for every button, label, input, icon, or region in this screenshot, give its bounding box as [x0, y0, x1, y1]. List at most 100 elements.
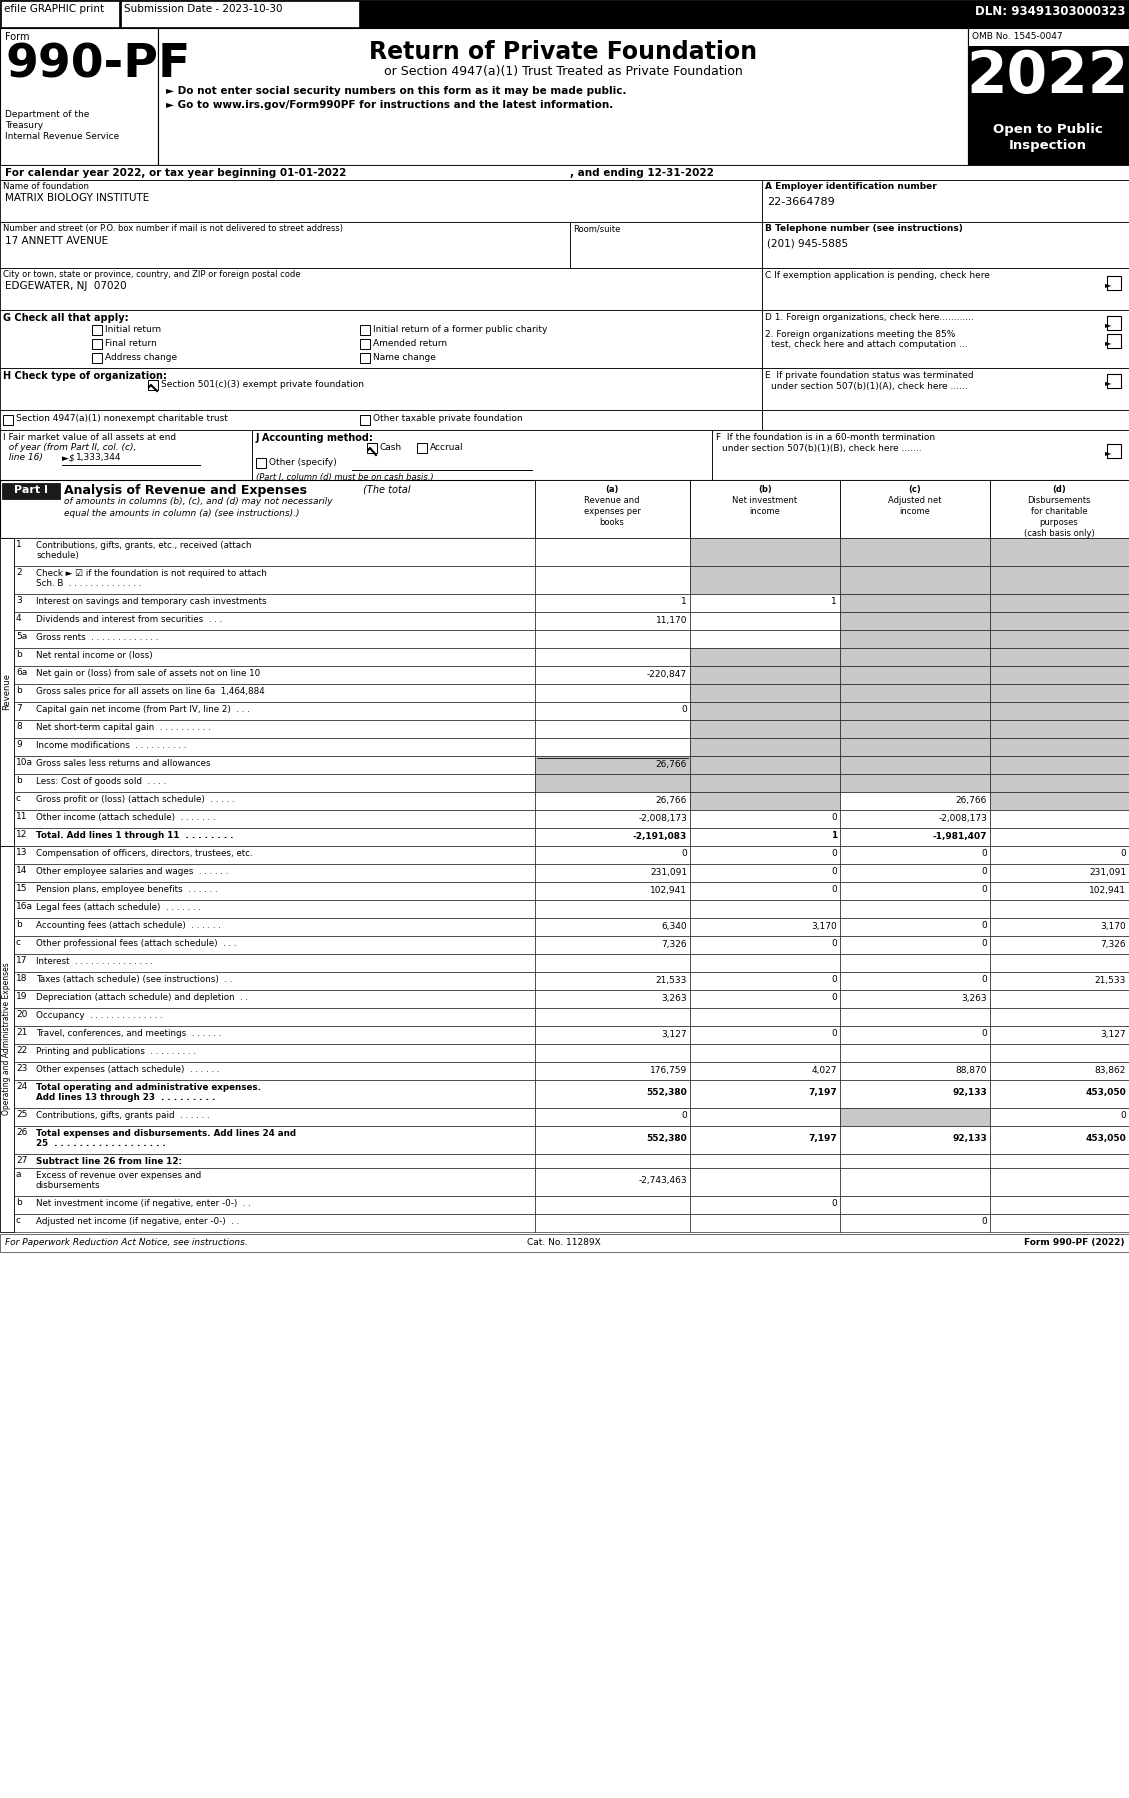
Text: 0: 0 — [831, 976, 837, 985]
Text: 0: 0 — [831, 885, 837, 894]
Text: 26: 26 — [16, 1127, 27, 1136]
Bar — [535, 829, 690, 847]
Text: OMB No. 1545-0047: OMB No. 1545-0047 — [972, 32, 1062, 41]
Text: Submission Date - 2023-10-30: Submission Date - 2023-10-30 — [124, 4, 282, 14]
Text: 0: 0 — [831, 1030, 837, 1039]
Bar — [690, 755, 840, 773]
Text: 0: 0 — [681, 705, 688, 714]
Bar — [690, 1063, 840, 1081]
Text: Return of Private Foundation: Return of Private Foundation — [369, 40, 758, 65]
Text: Gross rents  . . . . . . . . . . . . .: Gross rents . . . . . . . . . . . . . — [36, 633, 158, 642]
Bar — [14, 755, 535, 773]
Text: Contributions, gifts, grants paid  . . . . . .: Contributions, gifts, grants paid . . . … — [36, 1111, 210, 1120]
Bar — [968, 119, 1129, 165]
Text: 3,170: 3,170 — [812, 922, 837, 931]
Text: 0: 0 — [831, 1199, 837, 1208]
Bar — [690, 538, 840, 566]
Bar — [690, 865, 840, 883]
Text: Dividends and interest from securities  . . .: Dividends and interest from securities .… — [36, 615, 222, 624]
Bar — [14, 955, 535, 973]
Bar — [1108, 334, 1121, 349]
Bar — [840, 955, 990, 973]
Bar — [0, 480, 1129, 538]
Bar — [690, 937, 840, 955]
Bar — [14, 1045, 535, 1063]
Text: Initial return of a former public charity: Initial return of a former public charit… — [373, 325, 548, 334]
Bar — [712, 430, 1129, 480]
Text: 3,127: 3,127 — [1101, 1030, 1126, 1039]
Text: D 1. Foreign organizations, check here............: D 1. Foreign organizations, check here..… — [765, 313, 974, 322]
Bar — [690, 901, 840, 919]
Text: Revenue: Revenue — [2, 674, 11, 710]
Bar — [690, 629, 840, 647]
Text: Subtract line 26 from line 12:: Subtract line 26 from line 12: — [36, 1156, 182, 1165]
Bar — [990, 865, 1129, 883]
Text: E  If private foundation status was terminated: E If private foundation status was termi… — [765, 370, 973, 379]
Text: Check ► ☑ if the foundation is not required to attach: Check ► ☑ if the foundation is not requi… — [36, 568, 266, 577]
Text: 92,133: 92,133 — [952, 1135, 987, 1144]
Bar — [535, 566, 690, 593]
Text: 26,766: 26,766 — [656, 795, 688, 804]
Bar — [14, 566, 535, 593]
Bar — [14, 719, 535, 737]
Bar — [690, 701, 840, 719]
Text: Printing and publications  . . . . . . . . .: Printing and publications . . . . . . . … — [36, 1046, 196, 1055]
Bar — [14, 538, 535, 566]
Text: Occupancy  . . . . . . . . . . . . . .: Occupancy . . . . . . . . . . . . . . — [36, 1010, 163, 1019]
Text: 0: 0 — [981, 885, 987, 894]
Text: b: b — [16, 651, 21, 660]
Bar — [535, 1126, 690, 1154]
Text: (b): (b) — [759, 485, 772, 494]
Bar — [252, 430, 712, 480]
Text: 17 ANNETT AVENUE: 17 ANNETT AVENUE — [5, 236, 108, 246]
Bar — [535, 973, 690, 991]
Text: 26,766: 26,766 — [955, 795, 987, 804]
Text: Name change: Name change — [373, 352, 436, 361]
Bar — [690, 480, 840, 538]
Text: Excess of revenue over expenses and: Excess of revenue over expenses and — [36, 1170, 201, 1179]
Bar — [0, 29, 158, 165]
Text: Net investment income (if negative, enter -0-)  . .: Net investment income (if negative, ente… — [36, 1199, 251, 1208]
Text: 1: 1 — [831, 831, 837, 840]
Text: 0: 0 — [831, 994, 837, 1003]
Text: EDGEWATER, NJ  07020: EDGEWATER, NJ 07020 — [5, 280, 126, 291]
Text: 102,941: 102,941 — [650, 885, 688, 894]
Bar — [840, 566, 990, 593]
Text: Interest on savings and temporary cash investments: Interest on savings and temporary cash i… — [36, 597, 266, 606]
Bar — [0, 0, 1129, 29]
Text: 16a: 16a — [16, 903, 33, 912]
Bar — [535, 1169, 690, 1196]
Text: 0: 0 — [681, 1111, 688, 1120]
Bar — [990, 665, 1129, 683]
Bar — [1108, 374, 1121, 388]
Bar — [14, 1009, 535, 1027]
Bar — [690, 611, 840, 629]
Bar — [990, 755, 1129, 773]
Text: disbursements: disbursements — [36, 1181, 100, 1190]
Bar — [535, 1027, 690, 1045]
Text: 15: 15 — [16, 885, 27, 894]
Bar — [990, 883, 1129, 901]
Bar — [690, 647, 840, 665]
Bar — [990, 647, 1129, 665]
Bar — [535, 937, 690, 955]
Text: expenses per: expenses per — [584, 507, 640, 516]
Bar — [990, 973, 1129, 991]
Text: 1: 1 — [831, 597, 837, 606]
Bar — [990, 719, 1129, 737]
Text: 92,133: 92,133 — [952, 1088, 987, 1097]
Bar — [14, 701, 535, 719]
Text: 102,941: 102,941 — [1089, 885, 1126, 894]
Text: c: c — [16, 795, 21, 804]
Bar — [762, 221, 1129, 268]
Bar — [14, 937, 535, 955]
Text: 176,759: 176,759 — [650, 1066, 688, 1075]
Text: 5a: 5a — [16, 633, 27, 642]
Text: For calendar year 2022, or tax year beginning 01-01-2022: For calendar year 2022, or tax year begi… — [5, 167, 347, 178]
Text: ►: ► — [1105, 448, 1111, 457]
Bar — [690, 791, 840, 811]
Bar — [990, 919, 1129, 937]
Text: 0: 0 — [981, 922, 987, 931]
Text: (cash basis only): (cash basis only) — [1024, 529, 1094, 538]
Bar — [0, 410, 762, 430]
